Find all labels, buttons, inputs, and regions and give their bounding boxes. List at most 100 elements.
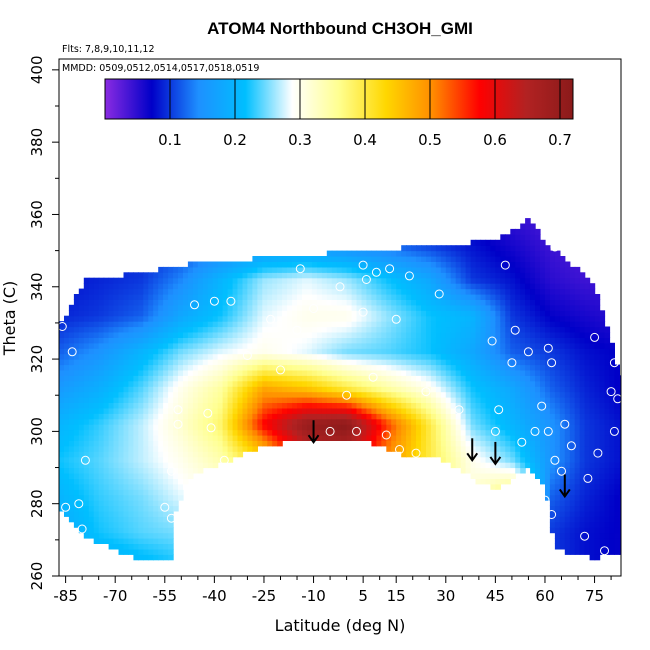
heatmap-cell <box>227 407 234 414</box>
heatmap-cell <box>396 375 402 382</box>
heatmap-cell <box>559 467 566 474</box>
heatmap-cell <box>416 304 422 311</box>
heatmap-cell <box>609 516 615 523</box>
colorbar-tick-label: 0.4 <box>353 131 377 149</box>
heatmap-cell <box>495 256 501 262</box>
heatmap-cell <box>113 435 120 441</box>
heatmap-cell <box>435 407 442 414</box>
heatmap-cell <box>143 413 149 420</box>
heatmap-cell <box>485 332 492 338</box>
heatmap-cell <box>247 391 253 398</box>
heatmap-cell <box>103 369 110 376</box>
heatmap-cell <box>297 266 303 273</box>
heatmap-cell <box>401 304 407 311</box>
heatmap-cell <box>217 364 224 371</box>
heatmap-cell <box>168 554 174 561</box>
heatmap-cell <box>574 386 581 393</box>
heatmap-cell <box>346 261 353 268</box>
heatmap-cell <box>287 321 293 328</box>
heatmap-cell <box>83 304 90 311</box>
heatmap-cell <box>545 397 551 403</box>
heatmap-cell <box>569 391 576 398</box>
heatmap-cell <box>262 294 268 300</box>
heatmap-cell <box>257 332 263 338</box>
heatmap-cell <box>460 435 467 441</box>
heatmap-cell <box>217 386 224 393</box>
heatmap-cell <box>148 413 154 420</box>
heatmap-cell <box>202 407 209 414</box>
heatmap-cell <box>252 261 258 268</box>
heatmap-cell <box>267 391 273 398</box>
heatmap-cell <box>386 326 392 333</box>
heatmap-cell <box>212 277 219 284</box>
heatmap-cell <box>495 483 501 490</box>
heatmap-cell <box>589 527 596 534</box>
heatmap-cell <box>549 494 556 501</box>
heatmap-cell <box>267 299 273 306</box>
heatmap-cell <box>599 456 606 463</box>
heatmap-cell <box>133 435 139 441</box>
heatmap-cell <box>93 315 100 322</box>
heatmap-cell <box>302 288 308 295</box>
heatmap-cell <box>306 391 313 398</box>
heatmap-cell <box>336 413 343 420</box>
heatmap-cell <box>535 299 541 306</box>
heatmap-cell <box>376 380 382 387</box>
heatmap-cell <box>411 304 417 311</box>
heatmap-cell <box>371 402 377 409</box>
heatmap-cell <box>247 283 253 290</box>
heatmap-cell <box>321 418 328 425</box>
heatmap-cell <box>460 397 467 403</box>
heatmap-cell <box>554 310 561 317</box>
heatmap-cell <box>361 250 368 257</box>
heatmap-cell <box>619 380 621 387</box>
heatmap-cell <box>316 261 323 268</box>
heatmap-cell <box>227 364 234 371</box>
heatmap-cell <box>386 266 392 273</box>
heatmap-cell <box>540 250 546 257</box>
heatmap-cell <box>559 532 566 539</box>
heatmap-cell <box>559 456 566 463</box>
heatmap-cell <box>540 380 546 387</box>
heatmap-cell <box>554 299 561 306</box>
heatmap-cell <box>173 500 179 507</box>
heatmap-cell <box>604 521 611 528</box>
heatmap-cell <box>366 391 372 398</box>
heatmap-cell <box>138 332 144 338</box>
heatmap-cell <box>411 413 417 420</box>
heatmap-cell <box>128 456 134 463</box>
heatmap-cell <box>83 510 90 517</box>
heatmap-cell <box>297 348 303 355</box>
heatmap-cell <box>93 467 100 474</box>
heatmap-cell <box>316 266 323 273</box>
heatmap-cell <box>212 451 219 458</box>
heatmap-cell <box>123 500 130 507</box>
heatmap-cell <box>366 304 372 311</box>
heatmap-cell <box>450 435 457 441</box>
heatmap-cell <box>93 380 100 387</box>
heatmap-cell <box>168 483 174 490</box>
heatmap-cell <box>440 321 447 328</box>
heatmap-cell <box>579 321 586 328</box>
heatmap-cell <box>426 353 432 360</box>
heatmap-cell <box>530 418 536 425</box>
heatmap-cell <box>520 310 526 317</box>
heatmap-cell <box>396 369 402 376</box>
heatmap-cell <box>505 261 511 268</box>
heatmap-cell <box>356 315 363 322</box>
heatmap-cell <box>569 369 576 376</box>
heatmap-cell <box>525 245 531 252</box>
heatmap-cell <box>113 543 120 550</box>
heatmap-cell <box>123 283 130 290</box>
heatmap-cell <box>128 294 134 300</box>
heatmap-cell <box>306 266 313 273</box>
heatmap-cell <box>118 375 125 382</box>
heatmap-cell <box>510 234 516 241</box>
heatmap-cell <box>549 315 556 322</box>
heatmap-cell <box>262 277 268 284</box>
heatmap-cell <box>435 375 442 382</box>
heatmap-cell <box>68 413 75 420</box>
heatmap-cell <box>192 407 199 414</box>
heatmap-cell <box>510 386 516 393</box>
heatmap-cell <box>470 467 477 474</box>
